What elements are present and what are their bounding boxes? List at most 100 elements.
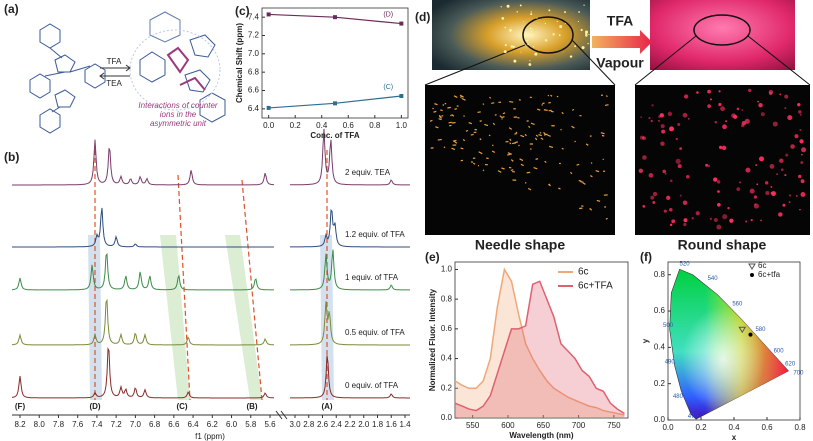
needle <box>460 147 464 150</box>
glint <box>564 11 566 14</box>
needle <box>447 106 451 109</box>
needle <box>434 103 438 106</box>
dot <box>652 201 656 204</box>
needle <box>472 162 476 165</box>
needle <box>538 134 542 137</box>
glint <box>519 4 522 7</box>
x-tick-label: 2.6 <box>317 420 329 429</box>
dot <box>801 147 807 153</box>
dot <box>683 94 689 99</box>
y-tick-label: 7.0 <box>248 49 260 58</box>
x-tick-label: 7.2 <box>111 420 123 429</box>
x-tick-label: 1.0 <box>396 121 408 130</box>
x-tick-label: 0.2 <box>695 423 707 432</box>
dot <box>799 128 802 131</box>
x-tick-label: 7.6 <box>72 420 84 429</box>
dot <box>720 106 726 112</box>
marker <box>399 21 404 26</box>
needle <box>558 187 561 190</box>
spectrum-trace <box>11 249 411 291</box>
dot <box>705 163 709 167</box>
needle <box>600 132 605 135</box>
dot <box>687 117 690 120</box>
glint <box>569 55 573 58</box>
dot <box>725 120 728 123</box>
marker <box>333 15 337 20</box>
needle <box>585 143 589 146</box>
needle <box>596 199 601 202</box>
dot <box>722 124 727 130</box>
glint <box>511 27 513 28</box>
dot <box>745 220 748 223</box>
cie-area <box>669 269 789 420</box>
needle <box>534 137 538 141</box>
needle <box>526 171 531 174</box>
series-label: (C) <box>383 84 393 91</box>
x-tick-label: 0.8 <box>369 121 381 130</box>
locus-label: 540 <box>708 276 719 282</box>
glint <box>509 28 512 32</box>
dot <box>768 90 774 95</box>
needle <box>570 171 573 175</box>
dot <box>721 145 727 151</box>
y-tick-label: 0.4 <box>441 354 453 363</box>
glint <box>527 43 529 46</box>
needle <box>590 162 593 164</box>
glint <box>556 20 558 23</box>
y-tick-label: 0.6 <box>654 306 666 315</box>
needle <box>494 114 497 116</box>
glint <box>533 36 534 38</box>
needle <box>571 108 575 111</box>
y-tick-label: 0.8 <box>654 270 666 279</box>
glint <box>565 22 567 24</box>
y-tick-label: 1.0 <box>441 265 453 274</box>
needle <box>580 180 584 183</box>
needle <box>547 134 551 137</box>
dot <box>799 139 804 144</box>
dot <box>717 190 720 193</box>
dot <box>669 126 675 132</box>
x-tick-label: 7.0 <box>130 420 142 429</box>
dot <box>729 218 734 223</box>
x-tick-label: 6.0 <box>226 420 238 429</box>
glint <box>500 6 502 8</box>
needle <box>451 147 456 151</box>
dot <box>779 158 784 163</box>
dot <box>736 107 740 111</box>
needle <box>589 207 593 211</box>
x-tick-label: 0.6 <box>761 423 773 432</box>
needle <box>530 122 535 126</box>
arrow-label: TFA <box>607 13 633 29</box>
y-axis-label: y <box>641 338 650 343</box>
locus-label: 480 <box>673 394 684 400</box>
y-tick-label: 0.8 <box>441 294 453 303</box>
glint <box>530 30 533 32</box>
dot <box>683 222 687 227</box>
glint <box>552 33 555 36</box>
x-tick-label: 7.8 <box>53 420 65 429</box>
needle <box>453 140 458 144</box>
needle <box>438 118 442 121</box>
glint <box>559 25 563 29</box>
needle <box>535 158 539 160</box>
dot <box>780 168 784 172</box>
panel-label: (c) <box>235 4 250 18</box>
dot <box>778 212 783 217</box>
glint <box>504 44 507 47</box>
locus-label: 560 <box>732 301 743 307</box>
x-tick-label: 0.0 <box>662 423 674 432</box>
dot <box>648 173 654 178</box>
x-tick-label: 2.8 <box>303 420 315 429</box>
dot <box>663 209 667 213</box>
series-label: (D) <box>383 11 393 18</box>
dot <box>682 200 688 206</box>
glint <box>523 20 524 22</box>
dot <box>650 195 655 200</box>
spectrum-trace <box>12 128 410 186</box>
area <box>455 281 625 418</box>
needle <box>489 96 492 99</box>
spectrum-trace <box>12 207 410 248</box>
peak-label: (C) <box>176 402 187 411</box>
needle <box>576 163 580 166</box>
x-tick-label: 550 <box>466 421 480 430</box>
